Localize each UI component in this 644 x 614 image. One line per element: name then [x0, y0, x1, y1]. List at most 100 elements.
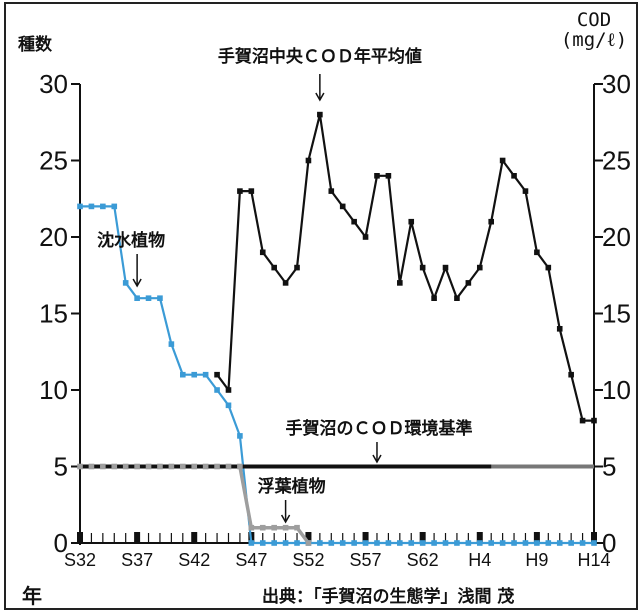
data-point: [88, 203, 95, 210]
x-major-tick-mark: [591, 532, 597, 543]
y-right-tick-label: 10: [602, 375, 631, 405]
data-point: [328, 540, 335, 546]
data-point: [385, 540, 392, 546]
x-tick-label: S32: [64, 550, 96, 570]
data-point: [397, 540, 403, 546]
data-point: [294, 264, 300, 271]
data-point: [259, 249, 266, 256]
data-point: [328, 188, 335, 194]
x-major-tick-mark: [77, 532, 83, 543]
x-tick-label: H4: [468, 550, 491, 570]
x-tick-label: H14: [577, 550, 610, 570]
y-right-axis-label-line2: (mg/ℓ): [560, 29, 628, 51]
data-point: [545, 540, 552, 546]
data-point: [556, 326, 563, 332]
series-line-3: [216, 113, 594, 422]
data-point: [317, 111, 323, 118]
x-tick-label: H9: [525, 550, 548, 570]
y-left-tick-label: 15: [39, 299, 68, 329]
x-major-tick-mark: [134, 532, 141, 543]
y-right-tick-label: 25: [602, 146, 631, 176]
data-point: [77, 203, 83, 210]
data-point: [305, 540, 312, 546]
y-right-tick-labels: 0 5 10 15 20 25 30: [602, 69, 631, 558]
data-point: [442, 264, 449, 271]
data-point: [408, 540, 415, 546]
series-points: [77, 111, 597, 546]
data-point: [534, 540, 540, 546]
data-point: [271, 540, 277, 546]
data-point: [385, 173, 392, 179]
data-point: [465, 540, 472, 546]
y-left-tick-label: 0: [54, 528, 68, 558]
annotation-arrow-head: [132, 278, 142, 288]
source-credit: 出典：「手賀沼の生態学」浅間 茂: [262, 587, 515, 607]
series-lines: [80, 113, 594, 545]
data-point: [157, 463, 163, 470]
y-left-tick-label: 10: [39, 375, 68, 405]
data-point: [180, 463, 186, 470]
data-point: [202, 463, 209, 470]
data-point: [294, 540, 300, 546]
data-point: [511, 173, 517, 179]
data-point: [111, 463, 118, 470]
x-major-tick-mark: [305, 532, 312, 543]
data-point: [317, 540, 323, 546]
data-point: [476, 540, 483, 546]
data-point: [556, 540, 563, 546]
x-major-tick-mark: [419, 532, 426, 543]
x-tick-label: S47: [235, 550, 267, 570]
data-point: [225, 387, 232, 393]
x-major-tick-mark: [191, 532, 198, 543]
data-point: [374, 540, 380, 546]
data-point: [237, 433, 243, 439]
annotation-label: 沈水植物: [97, 230, 165, 251]
data-point: [511, 540, 517, 546]
data-point: [419, 540, 426, 546]
annotation-label: 手賀沼のＣＯＤ環境基準: [285, 418, 472, 439]
data-point: [77, 463, 83, 470]
data-point: [180, 371, 186, 378]
data-point: [271, 524, 277, 531]
y-right-axis-label: COD (mg/ℓ): [548, 10, 640, 50]
x-axis-corner-label: 年: [22, 584, 42, 608]
data-point: [259, 524, 266, 531]
data-point: [168, 463, 175, 470]
y-right-axis-label-line1: COD: [576, 9, 612, 31]
data-point: [408, 218, 415, 225]
data-point: [271, 264, 277, 271]
annotation-label: 浮葉植物: [258, 476, 326, 497]
annotation-arrow-head: [315, 92, 325, 102]
data-point: [568, 371, 574, 378]
data-point: [454, 295, 460, 301]
y-right-tick-label: 20: [602, 222, 631, 252]
data-point: [351, 540, 357, 546]
data-point: [282, 280, 289, 286]
data-point: [499, 540, 506, 546]
x-major-tick-mark: [362, 532, 369, 543]
data-point: [225, 463, 232, 470]
data-point: [419, 264, 426, 271]
data-point: [237, 188, 243, 194]
data-point: [248, 540, 255, 546]
x-tick-label: S42: [178, 550, 210, 570]
data-point: [305, 157, 312, 164]
data-point: [145, 295, 152, 301]
data-point: [111, 203, 118, 210]
data-point: [442, 540, 449, 546]
y-right-tick-label: 0: [602, 528, 616, 558]
data-point: [362, 234, 369, 240]
data-point: [568, 540, 574, 546]
data-point: [476, 264, 483, 271]
data-point: [88, 463, 95, 470]
data-point: [122, 280, 129, 286]
axes: [71, 83, 603, 545]
data-point: [282, 540, 289, 546]
x-tick-labels: S32 S37 S42 S47 S52 S57 S62 H4 H9 H14: [64, 550, 611, 570]
y-left-axis-label: 種数: [18, 35, 52, 55]
data-point: [134, 463, 140, 470]
data-point: [134, 295, 140, 301]
data-point: [454, 540, 460, 546]
